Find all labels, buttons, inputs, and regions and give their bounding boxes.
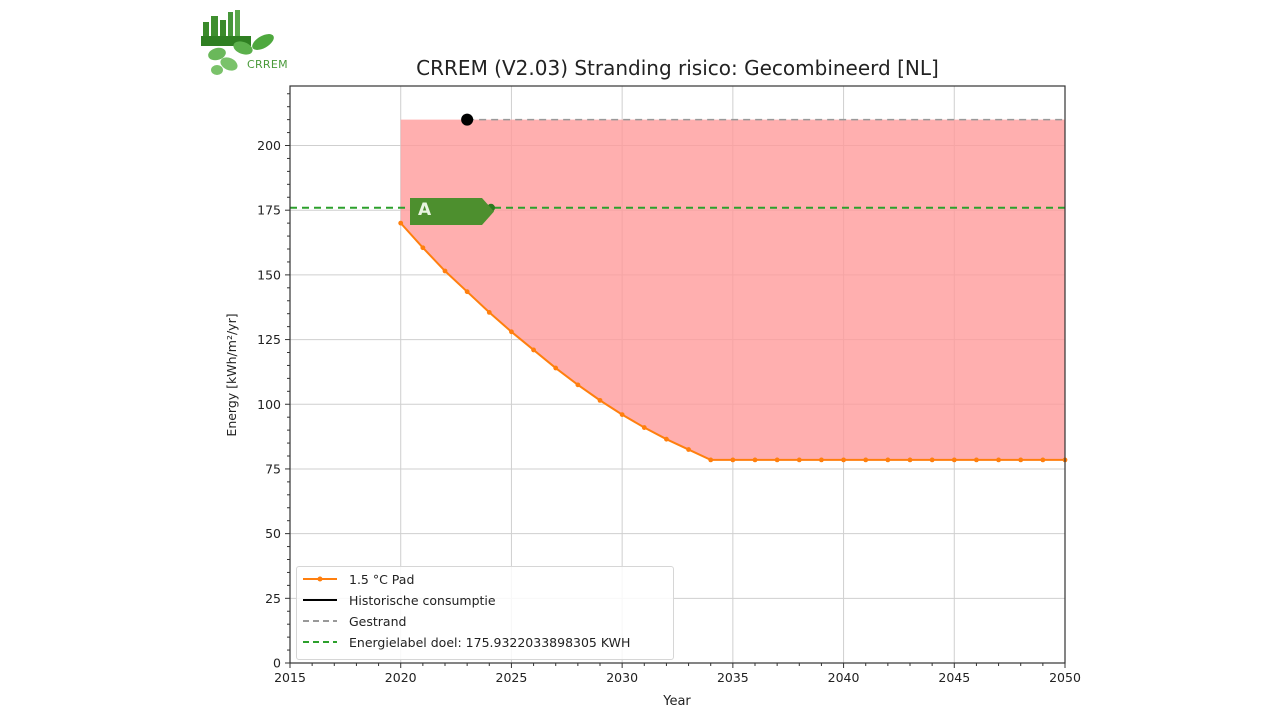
crrem-logo: CRREM	[195, 8, 305, 80]
orange-line-marker-icon	[303, 576, 337, 582]
black-line-icon	[303, 599, 337, 601]
energy-label-badge: A	[410, 198, 494, 225]
energy-label-arrow-icon	[410, 198, 494, 225]
svg-text:2025: 2025	[496, 670, 528, 685]
legend-item-historische-consumptie: Historische consumptie	[303, 590, 496, 610]
chart-legend: 1.5 °C Pad Historische consumptie Gestra…	[296, 566, 674, 660]
svg-text:2040: 2040	[828, 670, 860, 685]
series-lines	[290, 113, 1068, 463]
svg-text:2020: 2020	[385, 670, 417, 685]
svg-text:100: 100	[257, 397, 281, 412]
legend-label: Gestrand	[349, 613, 407, 629]
svg-text:200: 200	[257, 138, 281, 153]
svg-text:125: 125	[257, 332, 281, 347]
svg-text:25: 25	[265, 591, 281, 606]
stranding-risk-area	[400, 119, 1065, 460]
legend-label: Historische consumptie	[349, 592, 496, 608]
y-axis-label: Energy [kWh/m²/yr]	[224, 313, 239, 436]
svg-text:0: 0	[273, 656, 281, 671]
x-axis-label: Year	[662, 694, 691, 709]
svg-text:75: 75	[265, 461, 281, 476]
svg-text:150: 150	[257, 267, 281, 282]
logo-text: CRREM	[247, 58, 288, 71]
chart-title: CRREM (V2.03) Stranding risico: Gecombin…	[416, 56, 939, 80]
city-leaf-icon	[201, 10, 274, 75]
svg-text:2015: 2015	[274, 670, 306, 685]
axes	[285, 85, 1066, 668]
svg-text:2050: 2050	[1049, 670, 1081, 685]
green-dashed-line-icon	[303, 641, 337, 643]
svg-text:2035: 2035	[717, 670, 749, 685]
legend-item-energielabel-doel: Energielabel doel: 175.9322033898305 KWH	[303, 632, 630, 652]
legend-label: Energielabel doel: 175.9322033898305 KWH	[349, 634, 631, 650]
svg-text:2045: 2045	[938, 670, 970, 685]
svg-text:50: 50	[265, 526, 281, 541]
gray-dashed-line-icon	[303, 620, 337, 622]
legend-item-15c-pad: 1.5 °C Pad	[303, 569, 414, 589]
svg-text:175: 175	[257, 203, 281, 218]
svg-text:2030: 2030	[606, 670, 638, 685]
legend-label: 1.5 °C Pad	[349, 571, 415, 587]
energy-label-letter: A	[418, 200, 432, 220]
legend-item-gestrand: Gestrand	[303, 611, 406, 631]
tick-labels: 2015 2020 2025 2030 2035 2040 2045 2050 0 25 50 75 1…	[257, 138, 1081, 685]
